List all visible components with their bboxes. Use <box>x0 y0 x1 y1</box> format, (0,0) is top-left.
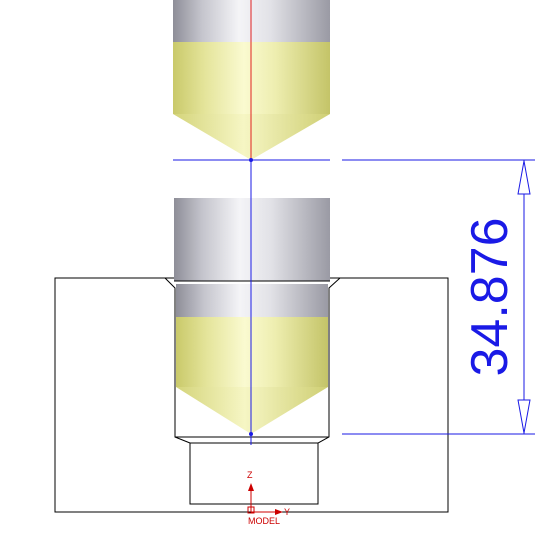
dimension-anchor-point-top <box>249 158 253 162</box>
lower-tool-shank <box>174 198 330 281</box>
dimension-arrow-bottom <box>518 400 530 433</box>
triad-z-arrow-icon <box>248 483 254 491</box>
triad-z-label: Z <box>247 470 253 480</box>
triad-y-arrow-icon <box>275 509 283 515</box>
dimension-value[interactable]: 34.876 <box>461 217 519 376</box>
lower-tool[interactable] <box>174 198 330 434</box>
lower-tool-cone-tip <box>176 387 328 434</box>
lower-tool-body <box>176 317 328 387</box>
dimension-arrow-top <box>518 161 530 194</box>
model-coordinate-triad: Z Y MODEL <box>247 470 290 526</box>
triad-y-label: Y <box>284 507 290 517</box>
triad-model-label: MODEL <box>248 516 280 526</box>
dimension-anchor-point-bottom <box>249 432 253 436</box>
lower-tool-shank-lower <box>176 284 328 317</box>
